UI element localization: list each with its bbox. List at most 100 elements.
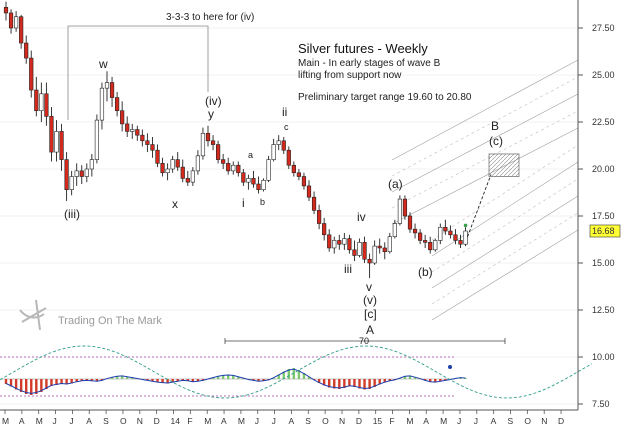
wave-label: (c) — [489, 134, 503, 148]
channel-line — [431, 178, 579, 273]
month-tick-label: N — [541, 416, 547, 426]
candle-body — [180, 166, 185, 179]
month-tick-label: M — [204, 416, 211, 426]
month-tick-label: J — [53, 416, 57, 426]
candle-body — [195, 155, 201, 172]
month-tick-label: O — [120, 416, 127, 426]
price-candles — [3, 1, 468, 279]
candle-body — [362, 242, 367, 260]
candle-body — [24, 42, 29, 59]
month-tick-label: M — [36, 416, 43, 426]
price-tick-label: 25.00 — [592, 70, 615, 80]
candle-body — [276, 140, 281, 145]
price-axis: 27.50 25.00 22.50 20.00 17.50 15.00 12.50 10.00… — [577, 0, 615, 410]
candle-body — [190, 170, 195, 183]
candle-body — [327, 234, 332, 249]
month-tick-label: F — [390, 416, 395, 426]
month-tick-label: S — [103, 416, 109, 426]
wave-label: (b) — [418, 265, 433, 279]
candle-body — [423, 240, 428, 243]
candle-body — [54, 131, 59, 153]
month-tick-label: A — [86, 416, 92, 426]
month-tick-label: A — [288, 416, 294, 426]
candle-body — [387, 236, 392, 253]
candle-body — [175, 159, 180, 168]
chart-subtitle-line-1: Main - In early stages of wave B — [298, 58, 441, 69]
candle-body — [115, 97, 120, 112]
wave-label: (v) — [363, 293, 377, 307]
candle-body — [367, 258, 372, 264]
month-tick-label: 15 — [373, 416, 383, 426]
candle-body — [438, 226, 443, 241]
month-tick-label: J — [457, 416, 461, 426]
candle-body — [69, 176, 74, 190]
candle-body — [291, 164, 296, 174]
month-axis: M A M J J A S O N D 14 F M A M J J A S O N D 15 F M A M J J A S O N D — [0, 409, 578, 426]
price-tick-label: 15.00 — [592, 258, 615, 268]
channel-line — [391, 59, 579, 161]
osc-signal-line — [5, 368, 466, 394]
candle-body — [226, 163, 231, 172]
candle-body — [316, 210, 322, 224]
oscillator-panel — [0, 345, 593, 399]
candle-body — [246, 178, 251, 183]
candle-body — [150, 144, 155, 151]
candle-body — [84, 168, 89, 177]
chart-subtitle-line-2: lifting from support now — [298, 70, 402, 81]
candle-body — [94, 119, 99, 160]
candle-body — [200, 132, 206, 157]
last-price-marker: 16.68 — [589, 224, 621, 238]
candle-body — [372, 245, 377, 264]
candle-body — [337, 240, 342, 245]
wave-label: a — [248, 150, 253, 160]
month-tick-label: M — [2, 416, 9, 426]
candle-body — [64, 159, 69, 190]
candle-body — [306, 185, 312, 198]
month-tick-label: A — [19, 416, 25, 426]
wave-label: (a) — [388, 177, 403, 191]
candle-body — [236, 164, 241, 174]
month-tick-label: O — [524, 416, 531, 426]
candle-body — [120, 110, 125, 125]
month-tick-label: D — [558, 416, 564, 426]
candle-body — [281, 140, 286, 151]
price-tick-label: 10.00 — [592, 352, 615, 362]
candle-body — [231, 164, 236, 172]
price-tick-label: 12.50 — [592, 305, 615, 315]
month-tick-label: S — [508, 416, 514, 426]
candle-body — [160, 163, 165, 174]
wave-label: [c] — [364, 307, 377, 321]
candle-body — [29, 57, 34, 91]
candle-body — [443, 226, 448, 232]
price-tick-label: 22.50 — [592, 117, 615, 127]
candle-body — [377, 245, 382, 249]
watermark-logo — [19, 299, 47, 331]
price-tick-label: 17.50 — [592, 211, 615, 221]
candle-body — [125, 123, 130, 132]
month-tick-label: N — [339, 416, 345, 426]
candle-body — [165, 168, 170, 174]
candle-body — [44, 93, 49, 117]
candle-body — [14, 16, 19, 29]
candle-body — [216, 144, 221, 160]
candle-body — [407, 215, 413, 230]
wave-label: iv — [357, 210, 366, 224]
candle-body — [402, 198, 408, 217]
month-tick-label: A — [491, 416, 497, 426]
channel-line — [391, 76, 579, 177]
wave-label: ii — [282, 105, 287, 119]
candle-body — [301, 176, 307, 187]
candle-body — [251, 178, 256, 185]
channel-line — [431, 229, 579, 321]
candle-body — [463, 230, 468, 245]
watermark-text: Trading On The Mark — [58, 315, 162, 327]
wave-label: v — [366, 280, 372, 294]
candle-body — [322, 223, 327, 236]
candle-body — [145, 140, 150, 145]
month-tick-label: D — [356, 416, 362, 426]
candle-body — [417, 232, 423, 241]
channel-line — [391, 110, 579, 209]
candle-body — [140, 134, 145, 142]
wave-label: c — [284, 122, 289, 132]
wave-label: i — [242, 196, 245, 210]
